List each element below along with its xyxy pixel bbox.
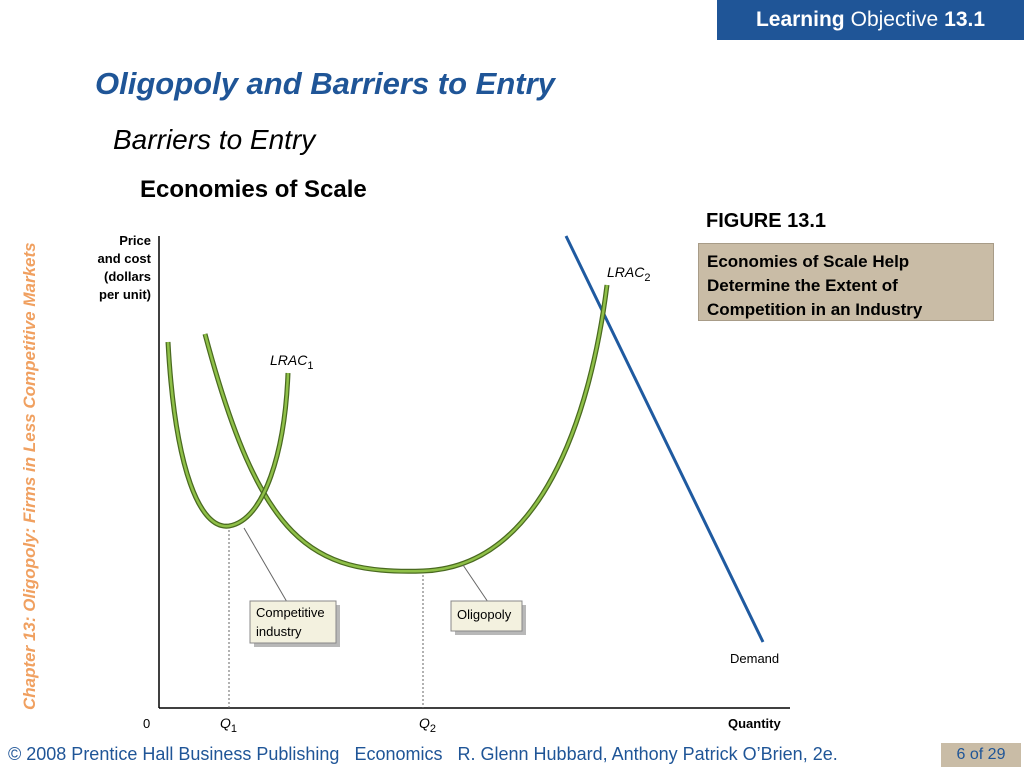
oligopoly-callout-line [462,564,489,603]
figure-label: FIGURE 13.1 [706,210,827,232]
footer-authors: R. Glenn Hubbard, Anthony Patrick O’Brie… [457,744,838,764]
lo-label-bold: Learning [755,8,845,31]
oligopoly-box: Oligopoly [450,600,526,635]
competitive-industry-box: Competitive industry [249,600,340,647]
section-heading: Economies of Scale [140,176,367,203]
page-number: 6 of 29 [941,743,1021,767]
learning-objective-badge: Learning Objective 13.1 [717,0,1024,40]
oligopoly-label: Oligopoly [457,607,512,622]
footer: © 2008 Prentice Hall Business Publishing… [8,744,848,765]
x-axis-label: Quantity [728,716,781,731]
lrac2-label: LRAC2 [607,264,650,284]
lrac2-curve [203,284,609,573]
origin-label: 0 [143,716,150,731]
q1-label: Q1 [220,715,237,735]
lrac2-curve-outline [202,284,610,574]
y-axis-label-line1: Price [119,233,151,248]
competitive-label-line1: Competitive [256,605,325,620]
y-axis-label-line3: (dollars [104,269,151,284]
competitive-label-line2: industry [256,624,302,639]
y-axis-label-line4: per unit) [99,287,151,302]
lo-label: Objective [850,8,939,31]
lrac1-curve [166,341,290,528]
footer-copyright: © 2008 Prentice Hall Business Publishing [8,744,340,764]
y-axis-label-line2: and cost [98,251,152,266]
lrac1-label: LRAC1 [270,352,313,372]
demand-label: Demand [730,651,779,666]
lo-number: 13.1 [944,8,986,31]
slide-subtitle: Barriers to Entry [113,124,316,155]
competitive-callout-line [243,527,288,603]
footer-book: Economics [354,744,443,764]
slide-title: Oligopoly and Barriers to Entry [95,66,555,101]
figure-caption: Economies of Scale Help Determine the Ex… [698,243,994,321]
q2-label: Q2 [419,715,436,735]
demand-curve [564,235,765,643]
